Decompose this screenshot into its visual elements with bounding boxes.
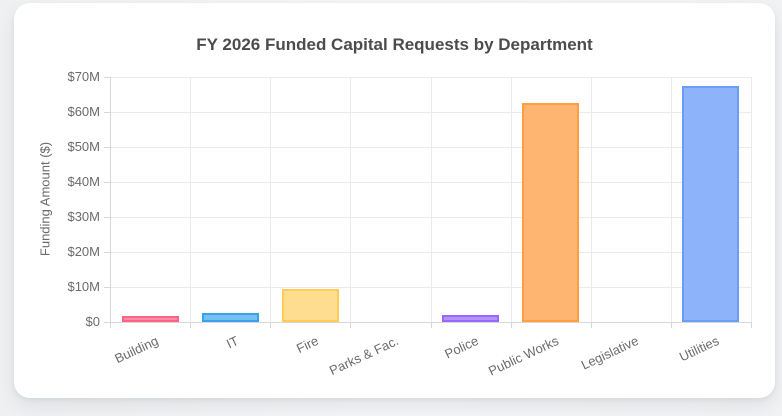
y-axis-title: Funding Amount ($) bbox=[37, 141, 53, 257]
y-axis-tick bbox=[104, 287, 110, 288]
chart-card: FY 2026 Funded Capital Requests by Depar… bbox=[14, 3, 775, 398]
gridline-horizontal bbox=[110, 147, 751, 148]
x-axis-tick bbox=[671, 322, 672, 328]
y-axis-tick bbox=[104, 182, 110, 183]
gridline-horizontal bbox=[110, 322, 751, 323]
y-axis-tick bbox=[104, 322, 110, 323]
x-tick-label: Police bbox=[442, 333, 481, 362]
gridline-vertical bbox=[190, 77, 191, 322]
gridline-horizontal bbox=[110, 182, 751, 183]
bar-building[interactable] bbox=[122, 316, 179, 322]
x-axis-tick bbox=[270, 322, 271, 328]
y-tick-label: $60M bbox=[67, 104, 100, 119]
gridline-vertical bbox=[350, 77, 351, 322]
y-axis-tick bbox=[104, 217, 110, 218]
x-axis-tick bbox=[350, 322, 351, 328]
gridline-vertical bbox=[671, 77, 672, 322]
bar-it[interactable] bbox=[202, 313, 259, 322]
gridline-vertical bbox=[110, 77, 111, 322]
gridline-vertical bbox=[270, 77, 271, 322]
bar-police[interactable] bbox=[442, 315, 499, 322]
x-axis-tick bbox=[751, 322, 752, 328]
y-axis-tick bbox=[104, 252, 110, 253]
x-tick-label: Parks & Fac. bbox=[326, 333, 401, 379]
x-tick-label: IT bbox=[223, 333, 241, 352]
y-tick-label: $50M bbox=[67, 139, 100, 154]
x-axis-tick bbox=[511, 322, 512, 328]
y-tick-label: $0 bbox=[85, 314, 100, 329]
chart-title: FY 2026 Funded Capital Requests by Depar… bbox=[196, 35, 593, 54]
x-tick-label: Public Works bbox=[486, 333, 562, 379]
bar-utilities[interactable] bbox=[682, 86, 739, 322]
y-tick-label: $40M bbox=[67, 174, 100, 189]
y-tick-label: $10M bbox=[67, 279, 100, 294]
x-axis-tick bbox=[591, 322, 592, 328]
gridline-vertical bbox=[511, 77, 512, 322]
gridline-vertical bbox=[751, 77, 752, 322]
bar-fire[interactable] bbox=[282, 289, 339, 322]
y-tick-label: $20M bbox=[67, 244, 100, 259]
gridline-vertical bbox=[431, 77, 432, 322]
gridline-horizontal bbox=[110, 287, 751, 288]
x-tick-label: Building bbox=[112, 333, 161, 367]
gridline-horizontal bbox=[110, 217, 751, 218]
x-tick-label: Fire bbox=[294, 333, 321, 357]
gridline-vertical bbox=[591, 77, 592, 322]
bar-public-works[interactable] bbox=[522, 103, 579, 322]
y-axis-tick bbox=[104, 77, 110, 78]
y-tick-label: $30M bbox=[67, 209, 100, 224]
gridline-horizontal bbox=[110, 252, 751, 253]
x-tick-label: Utilities bbox=[676, 333, 722, 365]
x-axis-tick bbox=[431, 322, 432, 328]
plot-area: $0 $10M $20M $30M $40M $50M $60M $70M Building IT… bbox=[67, 70, 752, 379]
y-tick-label: $70M bbox=[67, 69, 100, 84]
x-tick-label: Legislative bbox=[579, 333, 642, 373]
x-axis-tick bbox=[110, 322, 111, 328]
y-axis-tick bbox=[104, 112, 110, 113]
x-axis-tick bbox=[190, 322, 191, 328]
gridline-horizontal bbox=[110, 77, 751, 78]
gridline-horizontal bbox=[110, 112, 751, 113]
y-axis-tick bbox=[104, 147, 110, 148]
